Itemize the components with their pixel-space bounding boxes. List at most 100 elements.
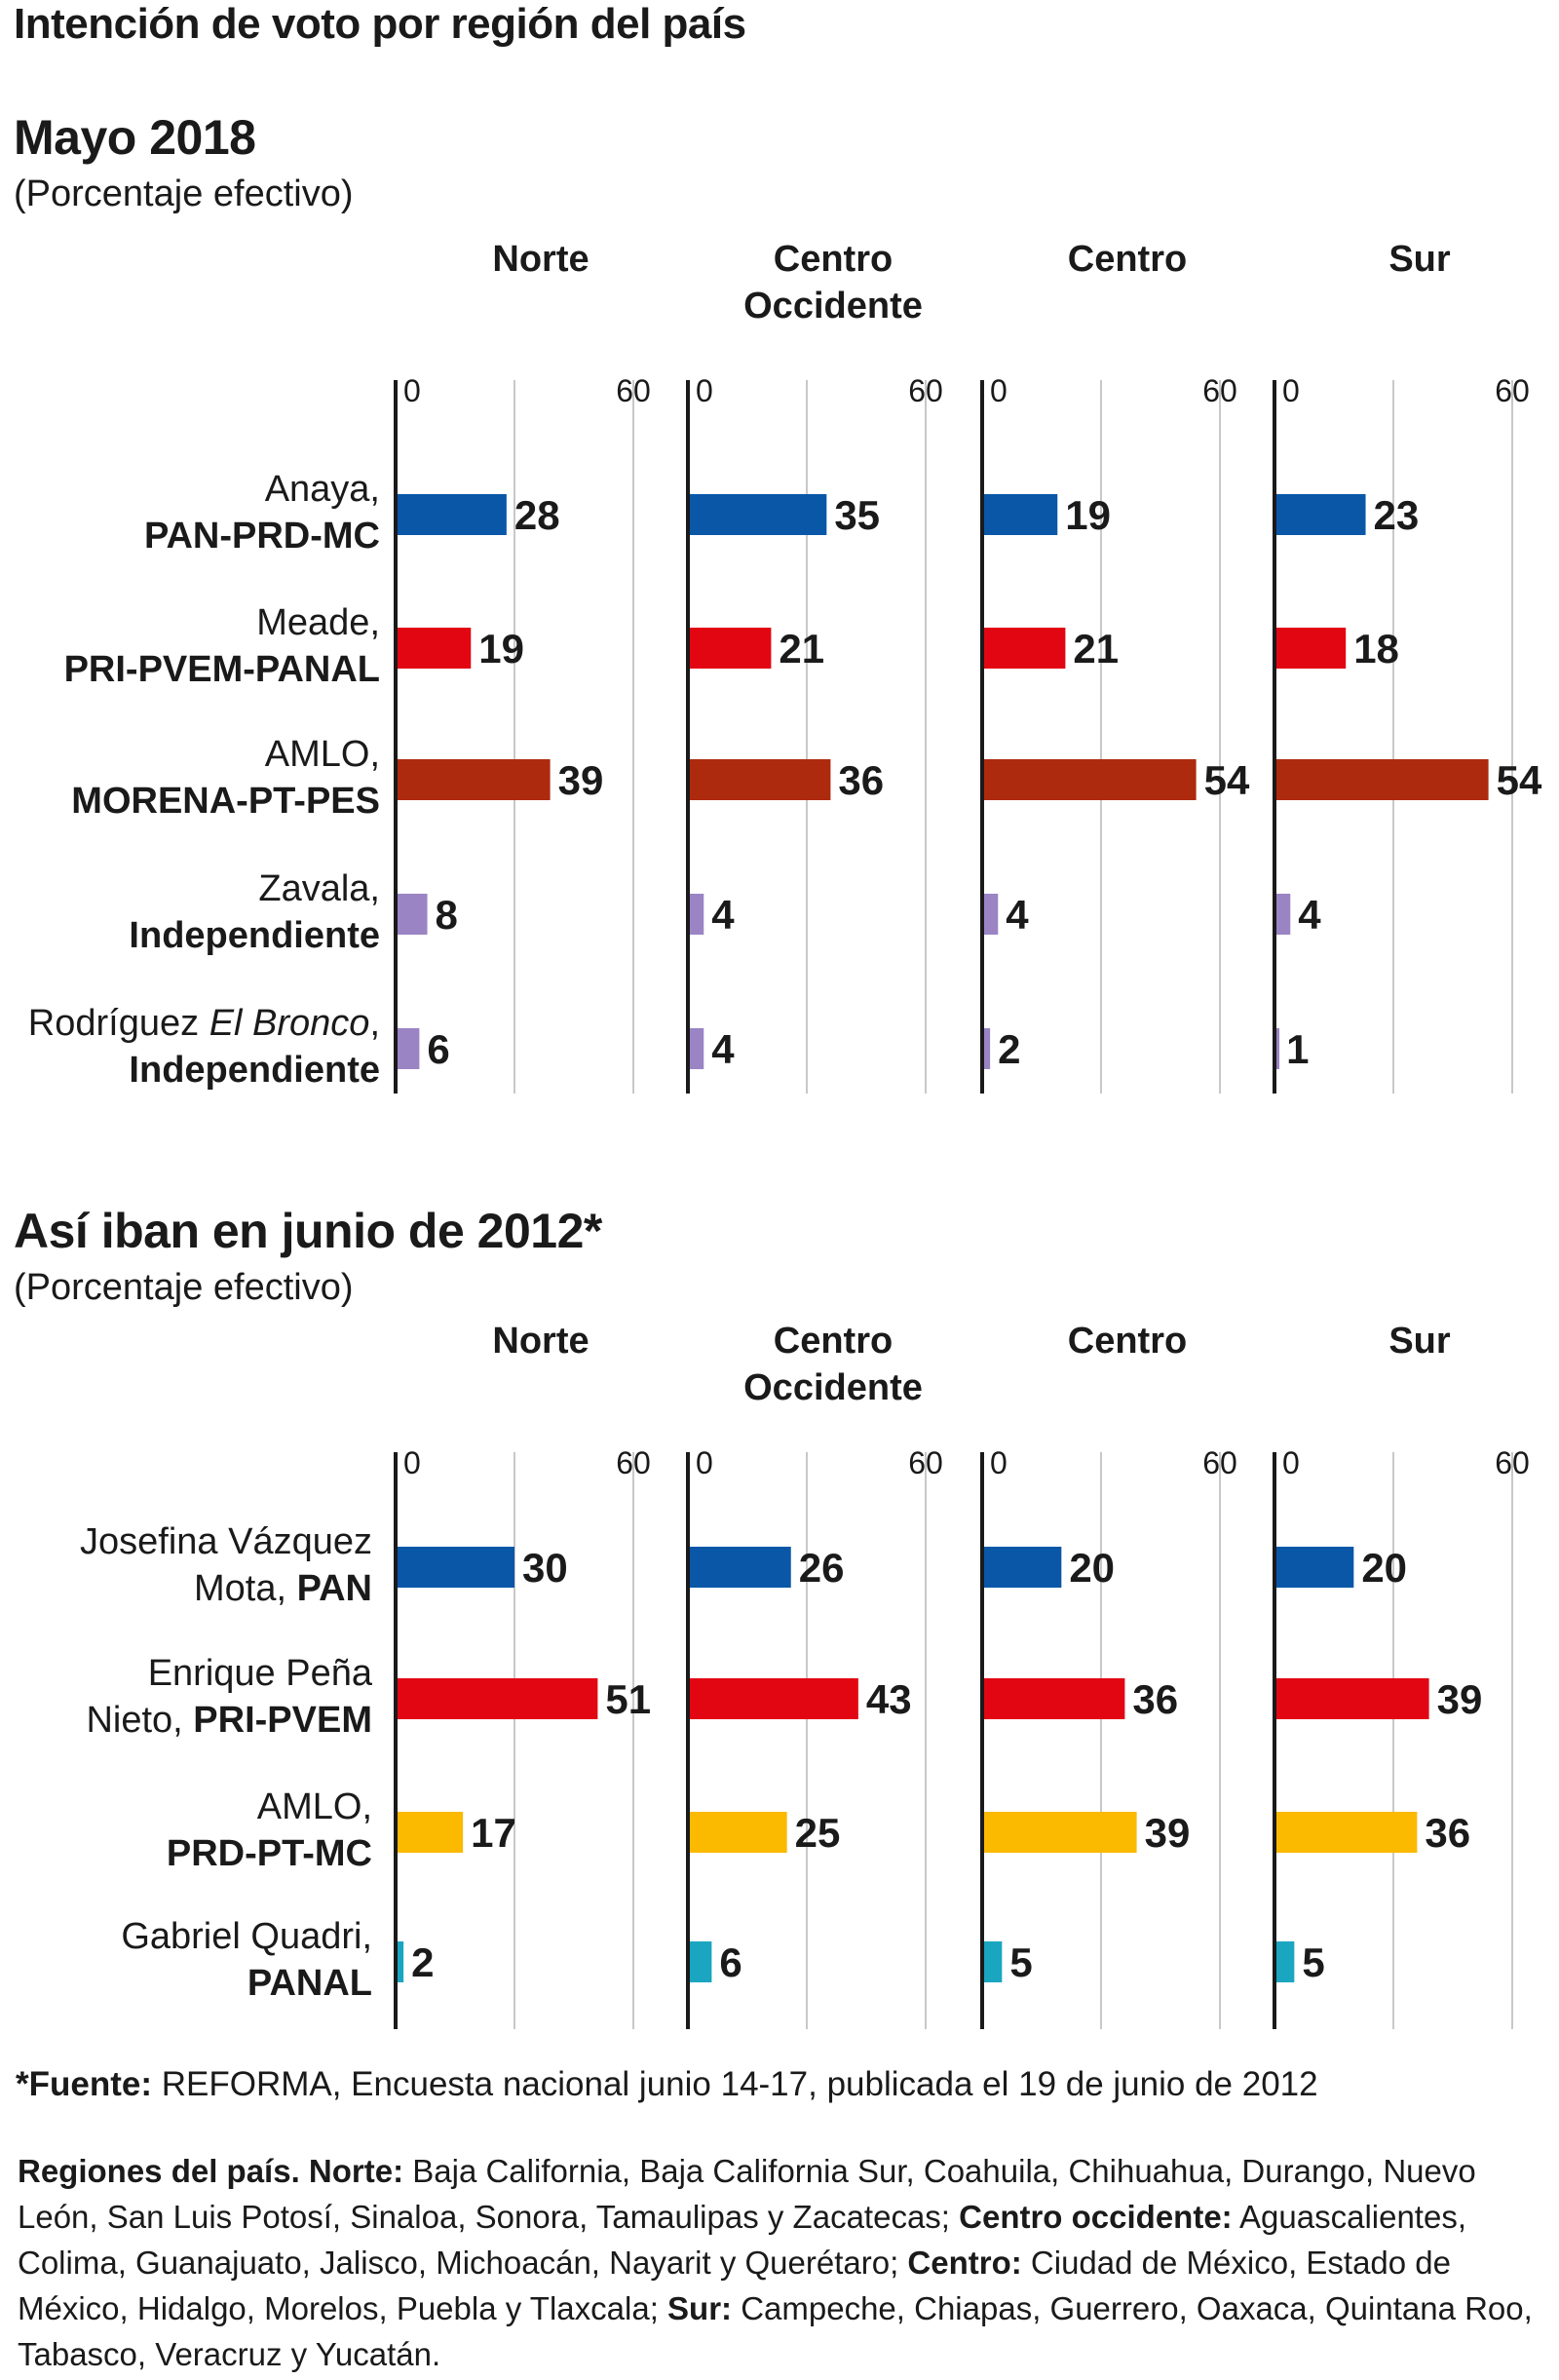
section-subtitle-2018: (Porcentaje efectivo) bbox=[14, 173, 354, 214]
data-label: 43 bbox=[866, 1676, 912, 1722]
tick-label: 0 bbox=[1282, 373, 1300, 408]
panel-header: Sur bbox=[1388, 1321, 1451, 1362]
tick-label: 60 bbox=[616, 1445, 651, 1480]
category-label-line2: PRD-PT-MC bbox=[167, 1833, 372, 1874]
main-title: Intención de voto por región del país bbox=[14, 0, 746, 48]
data-label: 4 bbox=[711, 1026, 735, 1072]
data-label: 25 bbox=[795, 1810, 841, 1856]
data-label: 36 bbox=[1425, 1810, 1470, 1856]
data-label: 18 bbox=[1353, 626, 1399, 672]
bar bbox=[690, 1678, 858, 1719]
data-label: 21 bbox=[1073, 626, 1119, 672]
category-label-line2: PANAL bbox=[247, 1963, 372, 2004]
data-label: 30 bbox=[522, 1545, 568, 1591]
regions-co-text: Aguascalientes, Colima, Guanajuato, Jali… bbox=[18, 2199, 1467, 2281]
tick-label: 60 bbox=[908, 1445, 943, 1480]
data-label: 36 bbox=[838, 757, 884, 803]
category-party: PANAL bbox=[247, 1963, 372, 2004]
tick-label: 60 bbox=[1495, 373, 1530, 408]
panel-header: Centro bbox=[1068, 239, 1187, 280]
footnote: *Fuente: REFORMA, Encuesta nacional juni… bbox=[16, 2062, 1536, 2107]
regions-norte-text: Baja California, Baja California Sur, Co… bbox=[18, 2153, 1476, 2235]
bar bbox=[984, 1028, 991, 1069]
data-label: 28 bbox=[514, 492, 560, 538]
tick-label: 0 bbox=[696, 373, 713, 408]
data-label: 20 bbox=[1361, 1545, 1407, 1591]
panel-header: Centro bbox=[1068, 1321, 1187, 1362]
category-name: Nieto, bbox=[86, 1700, 193, 1741]
panel-header: Sur bbox=[1388, 239, 1451, 280]
bar bbox=[398, 759, 551, 800]
data-label: 39 bbox=[1145, 1810, 1191, 1856]
bar bbox=[398, 1028, 420, 1069]
category-label-line2: Independiente bbox=[129, 1050, 380, 1091]
category-label-line2: PAN-PRD-MC bbox=[144, 516, 380, 557]
tick-label: 60 bbox=[908, 373, 943, 408]
data-label: 4 bbox=[711, 892, 735, 938]
category-label-line1: Josefina Vázquez bbox=[80, 1521, 372, 1562]
tick-label: 0 bbox=[1282, 1445, 1300, 1480]
footnote-label: *Fuente: bbox=[16, 2065, 152, 2103]
bar bbox=[398, 494, 507, 535]
data-label: 26 bbox=[799, 1545, 845, 1591]
data-label: 6 bbox=[427, 1026, 449, 1072]
bar bbox=[984, 628, 1066, 669]
category-nickname: El Bronco bbox=[209, 1003, 370, 1044]
panel-header: Occidente bbox=[743, 286, 923, 326]
bar bbox=[1276, 1941, 1295, 1982]
regions-sur-label: Sur: bbox=[658, 2290, 733, 2326]
bar bbox=[690, 1941, 712, 1982]
panel-header: Norte bbox=[492, 239, 589, 280]
regions-sur-text: Campeche, Chiapas, Guerrero, Oaxaca, Qui… bbox=[18, 2290, 1533, 2372]
regions-label: Regiones del país. bbox=[18, 2153, 300, 2189]
data-label: 19 bbox=[478, 626, 524, 672]
category-name: Mota, bbox=[194, 1568, 297, 1609]
category-name: Rodríguez bbox=[28, 1003, 209, 1044]
bar bbox=[984, 494, 1058, 535]
bar bbox=[690, 494, 827, 535]
regions-centro-label: Centro: bbox=[898, 2245, 1022, 2281]
bar bbox=[1276, 1547, 1354, 1588]
data-label: 54 bbox=[1204, 757, 1250, 803]
regions-co-label: Centro occidente: bbox=[949, 2199, 1233, 2235]
data-label: 20 bbox=[1069, 1545, 1115, 1591]
regions-norte-label: Norte: bbox=[299, 2153, 404, 2189]
data-label: 21 bbox=[779, 626, 824, 672]
bar bbox=[984, 894, 999, 935]
bar bbox=[984, 1678, 1125, 1719]
tick-label: 60 bbox=[1202, 373, 1237, 408]
category-label-line1: AMLO, bbox=[257, 1786, 372, 1827]
bar bbox=[398, 1941, 404, 1982]
bar bbox=[690, 628, 772, 669]
data-label: 1 bbox=[1286, 1026, 1309, 1072]
section-subtitle-2012: (Porcentaje efectivo) bbox=[14, 1267, 354, 1308]
data-label: 5 bbox=[1009, 1939, 1032, 1985]
footnote-text: REFORMA, Encuesta nacional junio 14-17, … bbox=[152, 2065, 1318, 2103]
bar bbox=[984, 1547, 1062, 1588]
data-label: 17 bbox=[471, 1810, 516, 1856]
bar bbox=[398, 894, 428, 935]
bar bbox=[690, 1028, 704, 1069]
bar bbox=[984, 759, 1197, 800]
category-label-line2: Mota, PAN bbox=[194, 1568, 372, 1609]
section-title-2018: Mayo 2018 bbox=[14, 110, 256, 165]
tick-label: 0 bbox=[403, 373, 421, 408]
panel-header: Centro bbox=[774, 239, 893, 280]
category-label-line1: Rodríguez El Bronco, bbox=[28, 1003, 380, 1044]
tick-label: 0 bbox=[990, 1445, 1008, 1480]
data-label: 54 bbox=[1497, 757, 1542, 803]
data-label: 39 bbox=[558, 757, 604, 803]
data-label: 19 bbox=[1065, 492, 1111, 538]
panel-header: Norte bbox=[492, 1321, 589, 1362]
category-label-line1: Gabriel Quadri, bbox=[121, 1916, 372, 1957]
bar bbox=[1276, 894, 1291, 935]
data-label: 5 bbox=[1302, 1939, 1324, 1985]
bar bbox=[690, 1812, 787, 1853]
category-label-line1: Enrique Peña bbox=[148, 1653, 373, 1694]
bar bbox=[398, 1812, 464, 1853]
data-label: 2 bbox=[411, 1939, 434, 1985]
bar bbox=[1276, 628, 1347, 669]
category-label-line2: Nieto, PRI-PVEM bbox=[86, 1700, 372, 1741]
